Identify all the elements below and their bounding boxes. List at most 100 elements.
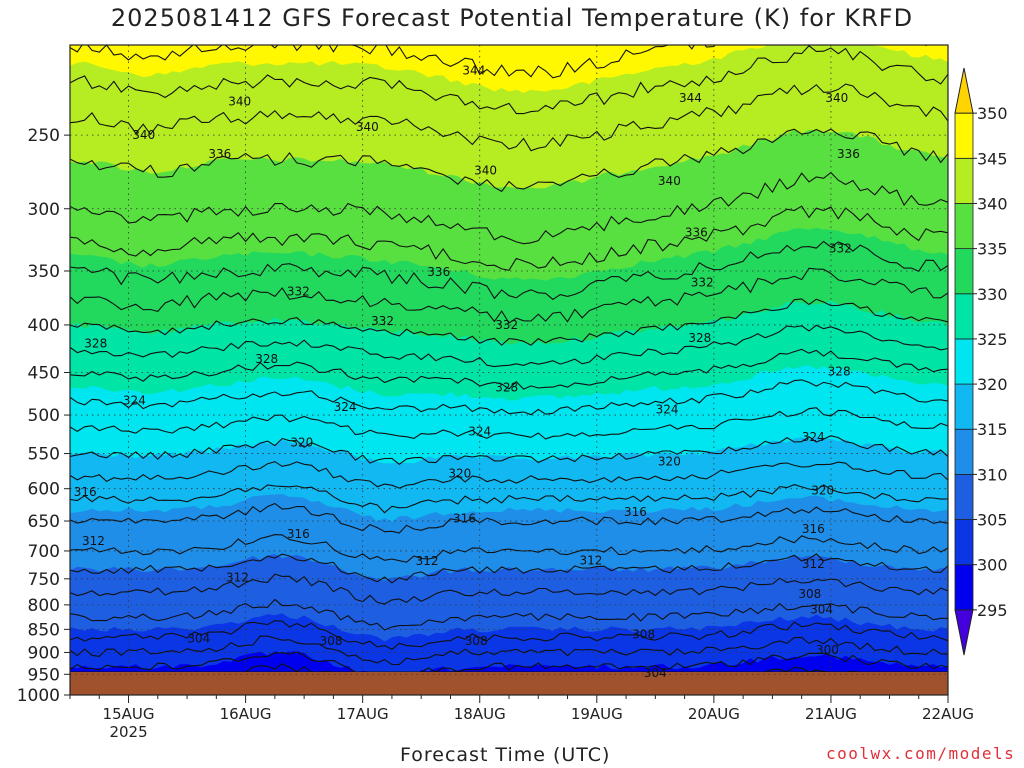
contour-label: 312	[416, 554, 439, 568]
contour-332	[70, 267, 948, 324]
colorbar-tick-label: 295	[977, 601, 1008, 620]
contour-label: 336	[427, 265, 450, 279]
colorbar-segment	[954, 157, 974, 204]
x-tick-label: 17AUG	[337, 705, 389, 723]
contour-label: 308	[465, 634, 488, 648]
colorbar-segment	[954, 293, 974, 340]
contour-label: 344	[679, 91, 702, 105]
contour-label: 328	[495, 380, 518, 394]
colorbar-segment	[954, 609, 974, 656]
contour-300	[70, 651, 948, 673]
contour-label: 328	[688, 331, 711, 345]
y-tick-label: 900	[28, 643, 60, 663]
contour-label: 324	[802, 430, 825, 444]
contour-lines	[70, 0, 948, 673]
y-tick-label: 1000	[17, 686, 60, 706]
x-tick-label: 18AUG	[454, 705, 506, 723]
contour-312	[70, 534, 948, 563]
contour-336	[70, 205, 948, 271]
contour-308	[70, 573, 948, 605]
contour-314	[70, 502, 948, 534]
contour-324	[70, 379, 948, 416]
colorbar-tick-label: 300	[977, 556, 1008, 575]
contour-348	[70, 0, 948, 21]
colorbar: 295 300 305 310 315 320 325 330 335 340 345 350	[954, 67, 1008, 656]
contour-320	[70, 435, 948, 465]
contour-label: 336	[685, 225, 708, 239]
contour-label: 304	[810, 602, 833, 616]
contour-label: 324	[468, 425, 491, 439]
contour-label: 340	[132, 128, 155, 142]
y-tick-label: 300	[28, 200, 60, 220]
contour-304	[70, 620, 948, 651]
y-tick-label: 650	[28, 512, 60, 532]
credit-link[interactable]: coolwx.com/models	[826, 744, 1016, 763]
contour-label: 332	[287, 284, 310, 298]
contour-label: 320	[658, 455, 681, 469]
contour-label: 308	[632, 628, 655, 642]
contour-label: 312	[226, 571, 249, 585]
contour-label: 328	[84, 337, 107, 351]
contour-346	[70, 45, 928, 79]
colorbar-segment	[954, 519, 974, 566]
x-tick-label: 22AUG	[922, 705, 974, 723]
contour-label: 340	[228, 94, 251, 108]
x-axis-label: Forecast Time (UTC)	[400, 744, 611, 766]
contour-label: 324	[334, 400, 357, 414]
y-tick-label: 250	[28, 126, 60, 146]
colorbar-tick-label: 350	[977, 104, 1008, 123]
contour-340	[70, 128, 948, 193]
contour-label: 308	[798, 587, 821, 601]
x-tick-label: 16AUG	[220, 705, 272, 723]
contour-label: 336	[208, 147, 231, 161]
colorbar-tick-label: 320	[977, 375, 1008, 394]
contour-label: 316	[74, 485, 97, 499]
contour-label: 320	[811, 484, 834, 498]
y-tick-label: 800	[28, 596, 60, 616]
contour-label: 328	[828, 365, 851, 379]
colorbar-segment	[954, 428, 974, 475]
contour-label: 332	[371, 314, 394, 328]
contour-labels: 344 344 340 340 340 340 336 340 340 336 336 332 336 3…	[74, 63, 860, 680]
contour-342	[70, 83, 948, 152]
contour-322	[70, 407, 948, 440]
colorbar-segment	[954, 112, 974, 159]
contour-label: 312	[82, 534, 105, 548]
contour-334	[70, 240, 948, 301]
contour-label: 344	[462, 63, 485, 77]
y-tick-label: 950	[28, 665, 60, 685]
contour-label: 328	[255, 352, 278, 366]
contour-302	[70, 635, 948, 666]
contour-label: 340	[658, 174, 681, 188]
contour-label: 316	[453, 512, 476, 526]
colorbar-segment	[954, 338, 974, 385]
colorbar-segment	[954, 383, 974, 430]
colorbar-segment	[954, 473, 974, 520]
chart-title: 2025081412 GFS Forecast Potential Temper…	[110, 4, 914, 32]
contour-330	[70, 298, 948, 346]
contour-label: 316	[802, 522, 825, 536]
colorbar-tick-label: 305	[977, 511, 1008, 530]
y-tick-label: 700	[28, 542, 60, 562]
y-tick-label: 600	[28, 480, 60, 500]
colorbar-tick-label: 310	[977, 465, 1008, 484]
colorbar-tick-label: 325	[977, 330, 1008, 349]
contour-label: 312	[802, 557, 825, 571]
ground-surface	[70, 672, 948, 695]
colorbar-segment	[954, 203, 974, 250]
colorbar-tick-label: 340	[977, 194, 1008, 213]
colorbar-segment	[954, 67, 974, 114]
colorbar-segment	[954, 564, 974, 611]
contour-label: 316	[624, 505, 647, 519]
y-tick-label: 750	[28, 570, 60, 590]
colorbar-tick-label: 335	[977, 240, 1008, 259]
contour-label: 308	[320, 634, 343, 648]
x-tick-label: 20AUG	[688, 705, 740, 723]
contour-328	[70, 324, 948, 368]
x-tick-label: 21AUG	[805, 705, 857, 723]
y-tick-label: 350	[28, 262, 60, 282]
x-tick-label: 15AUG	[103, 705, 155, 723]
contour-label: 300	[816, 643, 839, 657]
contour-label: 312	[579, 554, 602, 568]
